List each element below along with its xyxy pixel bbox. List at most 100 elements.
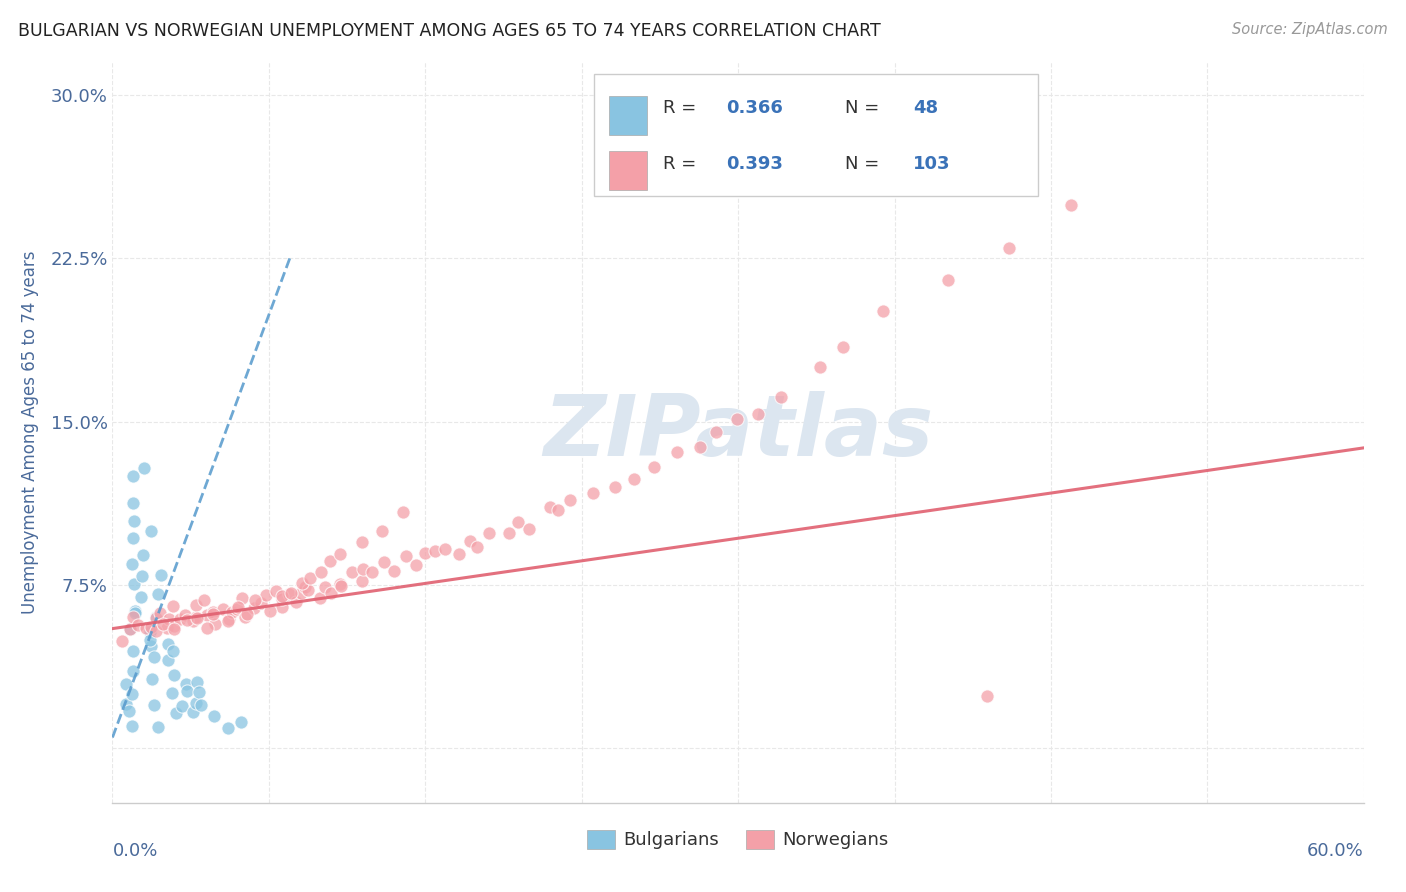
Point — [111, 633, 134, 648]
Point — [145, 610, 167, 624]
FancyBboxPatch shape — [609, 152, 647, 190]
Point — [330, 579, 353, 593]
Point — [122, 496, 145, 510]
Point — [139, 620, 162, 634]
Point — [976, 689, 998, 703]
Point — [308, 591, 330, 605]
Point — [1060, 198, 1083, 212]
Text: 60.0%: 60.0% — [1308, 842, 1364, 860]
Y-axis label: Unemployment Among Ages 65 to 74 years: Unemployment Among Ages 65 to 74 years — [21, 251, 39, 615]
Point — [218, 612, 240, 626]
Point — [121, 719, 143, 733]
Point — [808, 360, 831, 375]
Point — [997, 241, 1019, 255]
Point — [181, 705, 204, 719]
Point — [434, 542, 457, 557]
Point — [271, 592, 294, 607]
Point — [217, 614, 239, 628]
Point — [872, 303, 894, 318]
Point — [725, 411, 748, 425]
Point — [120, 623, 142, 637]
Point — [157, 611, 180, 625]
FancyBboxPatch shape — [595, 73, 1039, 195]
Point — [447, 547, 470, 561]
Point — [352, 562, 374, 576]
Point — [195, 608, 218, 623]
Text: 48: 48 — [914, 99, 938, 118]
Point — [280, 585, 302, 599]
Point — [582, 485, 605, 500]
Point — [538, 500, 561, 514]
Point — [122, 610, 145, 624]
Point — [231, 715, 253, 730]
Point — [176, 683, 198, 698]
Point — [145, 624, 167, 638]
Point — [129, 590, 152, 604]
Point — [186, 674, 208, 689]
Point — [936, 273, 959, 287]
Point — [122, 665, 145, 679]
Point — [517, 522, 540, 536]
Point — [124, 576, 146, 591]
Point — [319, 554, 342, 568]
Point — [264, 584, 287, 599]
Point — [285, 595, 308, 609]
Point — [120, 623, 142, 637]
Point — [665, 445, 688, 459]
Point — [226, 602, 249, 616]
Point — [460, 534, 482, 549]
Point — [163, 619, 186, 633]
Point — [360, 565, 382, 579]
Point — [132, 548, 155, 562]
Point — [157, 652, 180, 666]
Point — [352, 535, 374, 549]
Point — [139, 633, 162, 648]
Point — [163, 622, 186, 636]
Point — [508, 516, 530, 530]
Point — [187, 685, 209, 699]
Point — [146, 720, 169, 734]
Point — [254, 588, 277, 602]
Point — [291, 575, 314, 590]
Point — [298, 572, 321, 586]
Point — [190, 698, 212, 712]
Text: 103: 103 — [914, 155, 950, 173]
Point — [149, 606, 172, 620]
Point — [131, 569, 153, 583]
Point — [329, 547, 352, 561]
Point — [162, 599, 184, 613]
Point — [156, 621, 179, 635]
Point — [195, 621, 218, 635]
Text: Source: ZipAtlas.com: Source: ZipAtlas.com — [1232, 22, 1388, 37]
Point — [249, 596, 271, 610]
Point — [392, 505, 415, 519]
Point — [217, 722, 239, 736]
Point — [271, 589, 294, 603]
Point — [202, 709, 225, 723]
Point — [371, 524, 394, 538]
Point — [311, 565, 333, 579]
Point — [498, 525, 520, 540]
Text: R =: R = — [664, 99, 702, 118]
Point — [181, 615, 204, 629]
Point — [236, 607, 259, 622]
Point — [143, 698, 166, 712]
Point — [329, 577, 352, 591]
Point — [141, 673, 163, 687]
Point — [382, 564, 405, 578]
FancyBboxPatch shape — [609, 95, 647, 135]
Point — [643, 459, 665, 474]
Point — [467, 541, 489, 555]
Point — [176, 677, 198, 691]
Point — [176, 613, 198, 627]
Point — [350, 574, 373, 588]
Point — [423, 543, 446, 558]
Point — [689, 440, 711, 454]
Point — [118, 704, 141, 718]
Text: 0.366: 0.366 — [725, 99, 783, 118]
Point — [204, 617, 226, 632]
Point — [127, 618, 149, 632]
Point — [145, 610, 167, 624]
Point — [373, 555, 395, 569]
Point — [193, 593, 215, 607]
